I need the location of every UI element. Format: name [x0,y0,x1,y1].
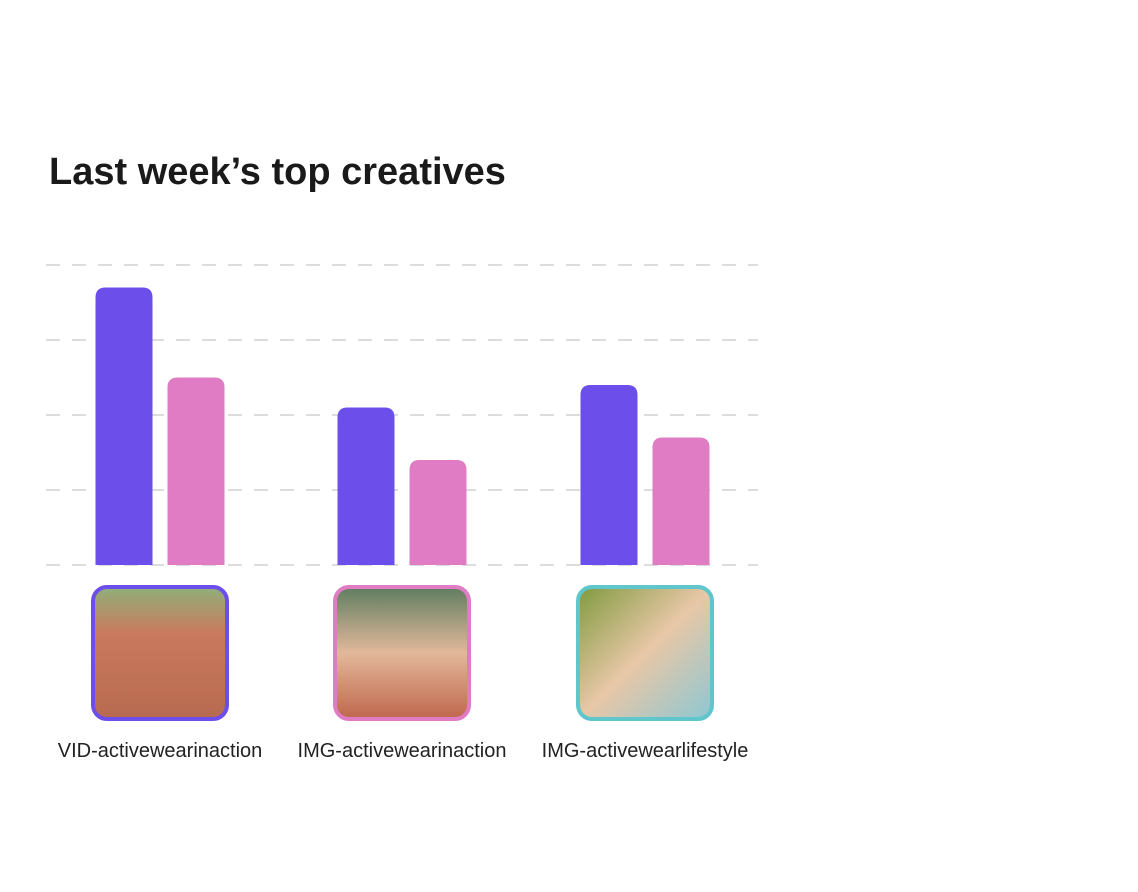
chart-title: Last week’s top creatives [49,151,506,193]
bar [95,287,153,565]
bar [652,437,710,565]
bar [409,460,467,565]
thumbnail [333,585,471,721]
thumbnail [91,585,229,721]
bar [580,385,638,565]
thumbnail [576,585,714,721]
x-tick-label: IMG-activewearlifestyle [542,740,749,762]
bar [167,377,225,565]
x-tick-label: IMG-activewearinaction [298,740,507,762]
x-tick-label: VID-activewearinaction [58,740,263,762]
bar [337,407,395,565]
